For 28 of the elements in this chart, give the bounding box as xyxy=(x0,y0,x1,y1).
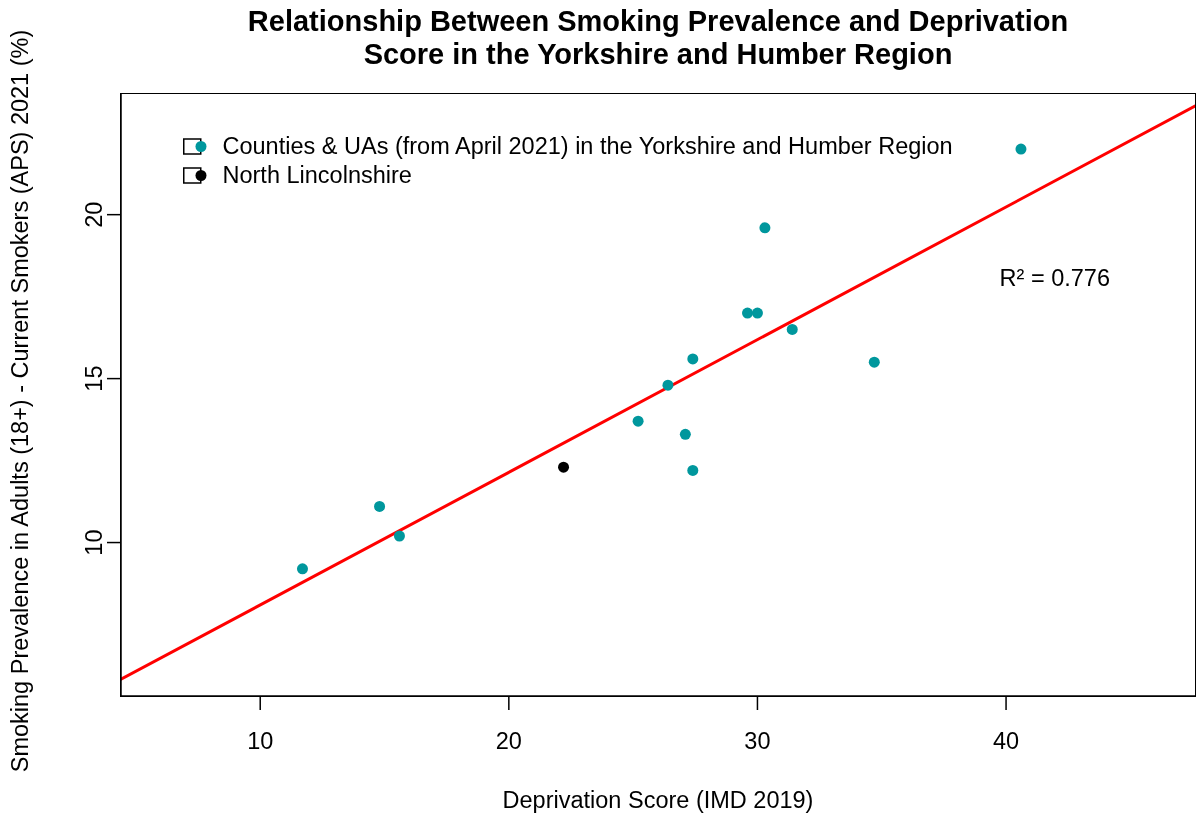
point xyxy=(751,307,763,319)
x-axis-title: Deprivation Score (IMD 2019) xyxy=(502,787,814,813)
legend-label: Counties & UAs (from April 2021) in the Yorkshire and Humber Region xyxy=(222,133,953,161)
point xyxy=(662,379,674,391)
x-tick-label: 20 xyxy=(495,727,522,754)
y-axis-title: Smoking Prevalence in Adults (18+) - Current Smokers (APS) 2021 (%) xyxy=(7,29,33,773)
point xyxy=(558,461,570,473)
point xyxy=(868,356,880,368)
x-tick-label: 30 xyxy=(744,727,771,754)
x-tick-label: 40 xyxy=(992,727,1020,754)
x-tick-label: 10 xyxy=(247,727,274,754)
point xyxy=(374,500,386,512)
point xyxy=(742,307,753,319)
point xyxy=(679,428,691,440)
point xyxy=(687,353,699,365)
y-tick-label: 15 xyxy=(81,365,107,392)
chart-title: Relationship Between Smoking Prevalence and Deprivation Score in the Yorkshire and Humber Region xyxy=(246,5,1070,71)
point xyxy=(786,323,798,335)
y-tick-label: 10 xyxy=(81,529,107,556)
point xyxy=(393,530,405,542)
y-tick-label: 20 xyxy=(81,201,107,228)
point xyxy=(632,415,644,427)
point xyxy=(759,222,771,234)
point xyxy=(1015,143,1027,155)
point xyxy=(296,563,308,575)
annotation: R² = 0.776 xyxy=(999,264,1110,292)
legend-label: North Lincolnshire xyxy=(222,162,412,190)
point xyxy=(687,464,699,476)
